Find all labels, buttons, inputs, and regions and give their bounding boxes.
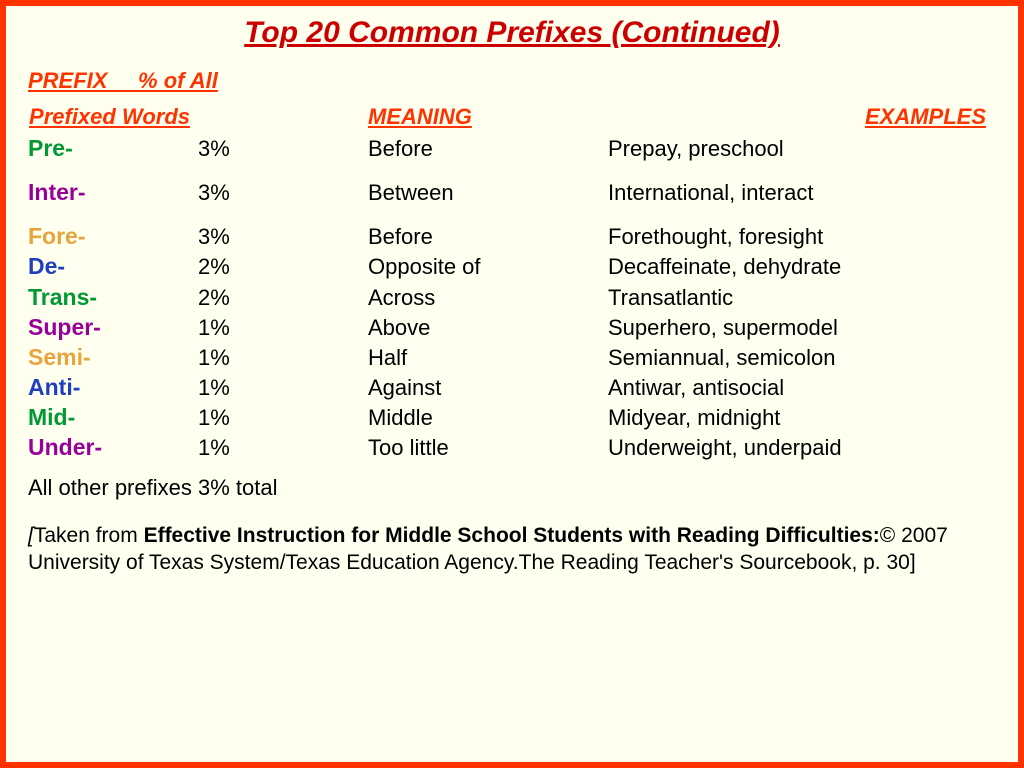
meaning-cell: Too little xyxy=(368,436,608,459)
examples-cell: Superhero, supermodel xyxy=(608,316,996,339)
examples-cell: Transatlantic xyxy=(608,286,996,309)
table-row: Mid-1%MiddleMidyear, midnight xyxy=(28,405,996,429)
prefix-cell: Semi- xyxy=(28,345,198,369)
header-pct-of-all: % of All xyxy=(138,68,218,93)
table-row: Trans-2%AcrossTransatlantic xyxy=(28,285,996,309)
meaning-cell: Before xyxy=(368,225,608,248)
percent-cell: 1% xyxy=(198,376,368,399)
prefix-cell: Pre- xyxy=(28,136,198,160)
prefix-cell: Fore- xyxy=(28,224,198,248)
percent-cell: 2% xyxy=(198,286,368,309)
footer-note: All other prefixes 3% total xyxy=(28,475,996,501)
header-examples: EXAMPLES xyxy=(608,104,996,130)
examples-cell: Underweight, underpaid xyxy=(608,436,996,459)
table-row: Pre-3%BeforePrepay, preschool xyxy=(28,136,996,160)
meaning-cell: Opposite of xyxy=(368,255,608,278)
prefix-table-body: Pre-3%BeforePrepay, preschoolInter-3%Bet… xyxy=(28,136,996,459)
examples-cell: Midyear, midnight xyxy=(608,406,996,429)
examples-cell: Forethought, foresight xyxy=(608,225,996,248)
prefix-cell: Inter- xyxy=(28,180,198,204)
meaning-cell: Middle xyxy=(368,406,608,429)
meaning-cell: Above xyxy=(368,316,608,339)
table-row: Inter-3%BetweenInternational, interact xyxy=(28,180,996,204)
percent-cell: 3% xyxy=(198,137,368,160)
percent-cell: 1% xyxy=(198,316,368,339)
meaning-cell: Before xyxy=(368,137,608,160)
percent-cell: 3% xyxy=(198,181,368,204)
header-spacer xyxy=(198,104,368,130)
table-row: Anti-1%AgainstAntiwar, antisocial xyxy=(28,375,996,399)
table-row: Super-1%AboveSuperhero, supermodel xyxy=(28,315,996,339)
prefix-cell: Under- xyxy=(28,435,198,459)
examples-cell: Decaffeinate, dehydrate xyxy=(608,255,996,278)
meaning-cell: Half xyxy=(368,346,608,369)
prefix-cell: Trans- xyxy=(28,285,198,309)
page-title: Top 20 Common Prefixes (Continued) xyxy=(28,16,996,50)
header-row-1: PREFIX % of All xyxy=(28,68,996,94)
header-meaning: MEANING xyxy=(368,104,608,130)
header-prefix: PREFIX xyxy=(28,68,107,93)
citation: [Taken from Effective Instruction for Mi… xyxy=(28,523,996,576)
table-row: Semi-1%HalfSemiannual, semicolon xyxy=(28,345,996,369)
table-row: Fore-3%BeforeForethought, foresight xyxy=(28,224,996,248)
header-prefixed-words: Prefixed Words xyxy=(28,104,198,130)
prefix-cell: Super- xyxy=(28,315,198,339)
slide-frame: Top 20 Common Prefixes (Continued) PREFI… xyxy=(0,0,1024,768)
examples-cell: Antiwar, antisocial xyxy=(608,376,996,399)
prefix-cell: De- xyxy=(28,254,198,278)
header-row-2: Prefixed Words MEANING EXAMPLES xyxy=(28,104,996,130)
citation-lead: Taken from xyxy=(34,524,144,547)
meaning-cell: Between xyxy=(368,181,608,204)
percent-cell: 1% xyxy=(198,406,368,429)
meaning-cell: Across xyxy=(368,286,608,309)
meaning-cell: Against xyxy=(368,376,608,399)
prefix-cell: Anti- xyxy=(28,375,198,399)
prefix-cell: Mid- xyxy=(28,405,198,429)
percent-cell: 2% xyxy=(198,255,368,278)
citation-bold: Effective Instruction for Middle School … xyxy=(144,524,880,547)
percent-cell: 1% xyxy=(198,346,368,369)
table-row: De-2%Opposite ofDecaffeinate, dehydrate xyxy=(28,254,996,278)
examples-cell: Semiannual, semicolon xyxy=(608,346,996,369)
table-row: Under-1%Too littleUnderweight, underpaid xyxy=(28,435,996,459)
percent-cell: 1% xyxy=(198,436,368,459)
examples-cell: International, interact xyxy=(608,181,996,204)
examples-cell: Prepay, preschool xyxy=(608,137,996,160)
percent-cell: 3% xyxy=(198,225,368,248)
